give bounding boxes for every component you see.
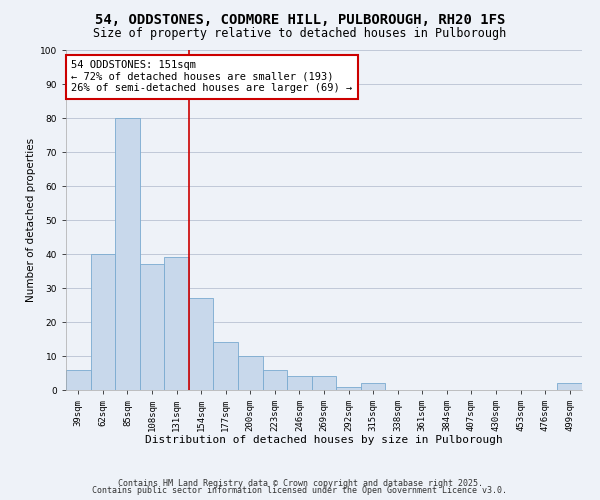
Bar — [238, 356, 263, 390]
Text: 54, ODDSTONES, CODMORE HILL, PULBOROUGH, RH20 1FS: 54, ODDSTONES, CODMORE HILL, PULBOROUGH,… — [95, 12, 505, 26]
Bar — [557, 383, 582, 390]
X-axis label: Distribution of detached houses by size in Pulborough: Distribution of detached houses by size … — [145, 436, 503, 446]
Bar — [66, 370, 91, 390]
Text: Contains HM Land Registry data © Crown copyright and database right 2025.: Contains HM Land Registry data © Crown c… — [118, 478, 482, 488]
Bar — [312, 376, 336, 390]
Bar — [91, 254, 115, 390]
Bar — [287, 376, 312, 390]
Text: Contains public sector information licensed under the Open Government Licence v3: Contains public sector information licen… — [92, 486, 508, 495]
Bar — [189, 298, 214, 390]
Text: 54 ODDSTONES: 151sqm
← 72% of detached houses are smaller (193)
26% of semi-deta: 54 ODDSTONES: 151sqm ← 72% of detached h… — [71, 60, 352, 94]
Bar — [164, 258, 189, 390]
Bar — [361, 383, 385, 390]
Bar — [140, 264, 164, 390]
Bar — [115, 118, 140, 390]
Bar — [214, 342, 238, 390]
Bar — [336, 386, 361, 390]
Y-axis label: Number of detached properties: Number of detached properties — [26, 138, 35, 302]
Bar — [263, 370, 287, 390]
Text: Size of property relative to detached houses in Pulborough: Size of property relative to detached ho… — [94, 28, 506, 40]
